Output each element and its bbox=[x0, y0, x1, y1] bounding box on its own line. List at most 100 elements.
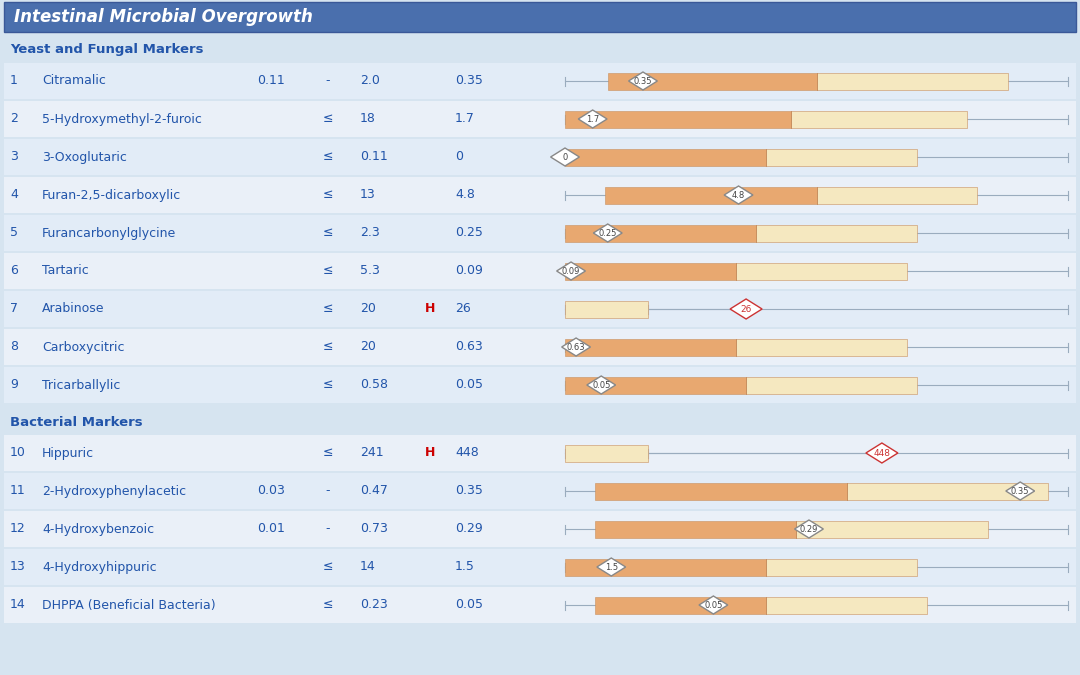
Bar bbox=[847, 483, 1048, 500]
Bar bbox=[766, 597, 927, 614]
Bar bbox=[565, 377, 746, 394]
Bar bbox=[4, 177, 1076, 213]
Polygon shape bbox=[1005, 482, 1035, 500]
Text: 3: 3 bbox=[10, 151, 18, 163]
Bar bbox=[756, 225, 917, 242]
Text: 3-Oxoglutaric: 3-Oxoglutaric bbox=[42, 151, 126, 163]
Text: 0: 0 bbox=[455, 151, 463, 163]
Bar bbox=[4, 473, 1076, 509]
Text: 0.35: 0.35 bbox=[1011, 487, 1029, 495]
Text: Hippuric: Hippuric bbox=[42, 446, 94, 460]
Text: H: H bbox=[424, 302, 435, 315]
Text: DHPPA (Beneficial Bacteria): DHPPA (Beneficial Bacteria) bbox=[42, 599, 216, 612]
Text: 0.63: 0.63 bbox=[567, 342, 585, 352]
Text: 13: 13 bbox=[10, 560, 26, 574]
Text: 0.23: 0.23 bbox=[360, 599, 388, 612]
Text: 1.7: 1.7 bbox=[455, 113, 475, 126]
Polygon shape bbox=[593, 224, 622, 242]
Text: -: - bbox=[326, 522, 330, 535]
Bar bbox=[4, 291, 1076, 327]
Text: Carboxycitric: Carboxycitric bbox=[42, 340, 124, 354]
Text: Furancarbonylglycine: Furancarbonylglycine bbox=[42, 227, 176, 240]
Text: 0.05: 0.05 bbox=[592, 381, 610, 389]
Polygon shape bbox=[551, 148, 579, 166]
Text: ≤: ≤ bbox=[323, 265, 334, 277]
Bar bbox=[565, 263, 737, 279]
Text: 0.05: 0.05 bbox=[455, 379, 483, 391]
Text: Arabinose: Arabinose bbox=[42, 302, 105, 315]
Text: 4.8: 4.8 bbox=[732, 190, 745, 200]
Text: ≤: ≤ bbox=[323, 302, 334, 315]
Text: 26: 26 bbox=[741, 304, 752, 313]
Text: 2.3: 2.3 bbox=[360, 227, 380, 240]
Text: 11: 11 bbox=[10, 485, 26, 497]
Text: ≤: ≤ bbox=[323, 599, 334, 612]
Text: 4.8: 4.8 bbox=[455, 188, 475, 202]
Bar bbox=[4, 101, 1076, 137]
Text: 4: 4 bbox=[10, 188, 18, 202]
Text: 13: 13 bbox=[360, 188, 376, 202]
Text: 4-Hydroxyhippuric: 4-Hydroxyhippuric bbox=[42, 560, 157, 574]
Text: -: - bbox=[326, 485, 330, 497]
Text: 0.05: 0.05 bbox=[455, 599, 483, 612]
Text: Yeast and Fungal Markers: Yeast and Fungal Markers bbox=[10, 43, 203, 55]
Text: 6: 6 bbox=[10, 265, 18, 277]
Bar bbox=[792, 111, 968, 128]
Bar bbox=[565, 445, 648, 462]
Bar bbox=[766, 558, 917, 576]
Text: 2.0: 2.0 bbox=[360, 74, 380, 88]
Bar bbox=[565, 300, 648, 317]
Text: -: - bbox=[326, 74, 330, 88]
Text: 14: 14 bbox=[360, 560, 376, 574]
Text: 0.47: 0.47 bbox=[360, 485, 388, 497]
Text: Citramalic: Citramalic bbox=[42, 74, 106, 88]
Bar bbox=[766, 148, 917, 165]
Text: ≤: ≤ bbox=[323, 340, 334, 354]
Bar bbox=[746, 377, 917, 394]
Polygon shape bbox=[730, 299, 762, 319]
Bar bbox=[816, 186, 977, 203]
Bar bbox=[4, 587, 1076, 623]
Bar bbox=[816, 72, 1008, 90]
Text: ≤: ≤ bbox=[323, 151, 334, 163]
Text: ≤: ≤ bbox=[323, 446, 334, 460]
Text: 26: 26 bbox=[455, 302, 471, 315]
Bar bbox=[4, 63, 1076, 99]
Text: 12: 12 bbox=[10, 522, 26, 535]
Bar bbox=[4, 511, 1076, 547]
Text: 0.25: 0.25 bbox=[598, 229, 617, 238]
Text: 0.09: 0.09 bbox=[562, 267, 580, 275]
Bar bbox=[565, 338, 737, 356]
Text: 0.73: 0.73 bbox=[360, 522, 388, 535]
Bar bbox=[605, 186, 816, 203]
Text: 7: 7 bbox=[10, 302, 18, 315]
Text: ≤: ≤ bbox=[323, 379, 334, 391]
Text: 0.35: 0.35 bbox=[455, 74, 483, 88]
Text: 1: 1 bbox=[10, 74, 18, 88]
Text: 4-Hydroxybenzoic: 4-Hydroxybenzoic bbox=[42, 522, 154, 535]
Text: 5: 5 bbox=[10, 227, 18, 240]
Polygon shape bbox=[597, 558, 625, 576]
Text: 0.63: 0.63 bbox=[455, 340, 483, 354]
Text: 0.58: 0.58 bbox=[360, 379, 388, 391]
Polygon shape bbox=[578, 110, 607, 128]
Bar bbox=[4, 139, 1076, 175]
Polygon shape bbox=[724, 186, 753, 204]
Text: 448: 448 bbox=[455, 446, 478, 460]
Polygon shape bbox=[629, 72, 658, 90]
Bar bbox=[737, 338, 907, 356]
Text: 8: 8 bbox=[10, 340, 18, 354]
Bar bbox=[565, 558, 766, 576]
Text: 0.29: 0.29 bbox=[800, 524, 819, 533]
Text: Tartaric: Tartaric bbox=[42, 265, 89, 277]
Text: 448: 448 bbox=[874, 448, 890, 458]
Text: 18: 18 bbox=[360, 113, 376, 126]
Text: 2-Hydroxyphenylacetic: 2-Hydroxyphenylacetic bbox=[42, 485, 186, 497]
Text: 0.11: 0.11 bbox=[257, 74, 285, 88]
Bar bbox=[4, 215, 1076, 251]
Bar bbox=[4, 253, 1076, 289]
Text: 0.09: 0.09 bbox=[455, 265, 483, 277]
Text: 0.05: 0.05 bbox=[704, 601, 723, 610]
Text: 1.5: 1.5 bbox=[605, 562, 618, 572]
Text: 0: 0 bbox=[563, 153, 568, 161]
